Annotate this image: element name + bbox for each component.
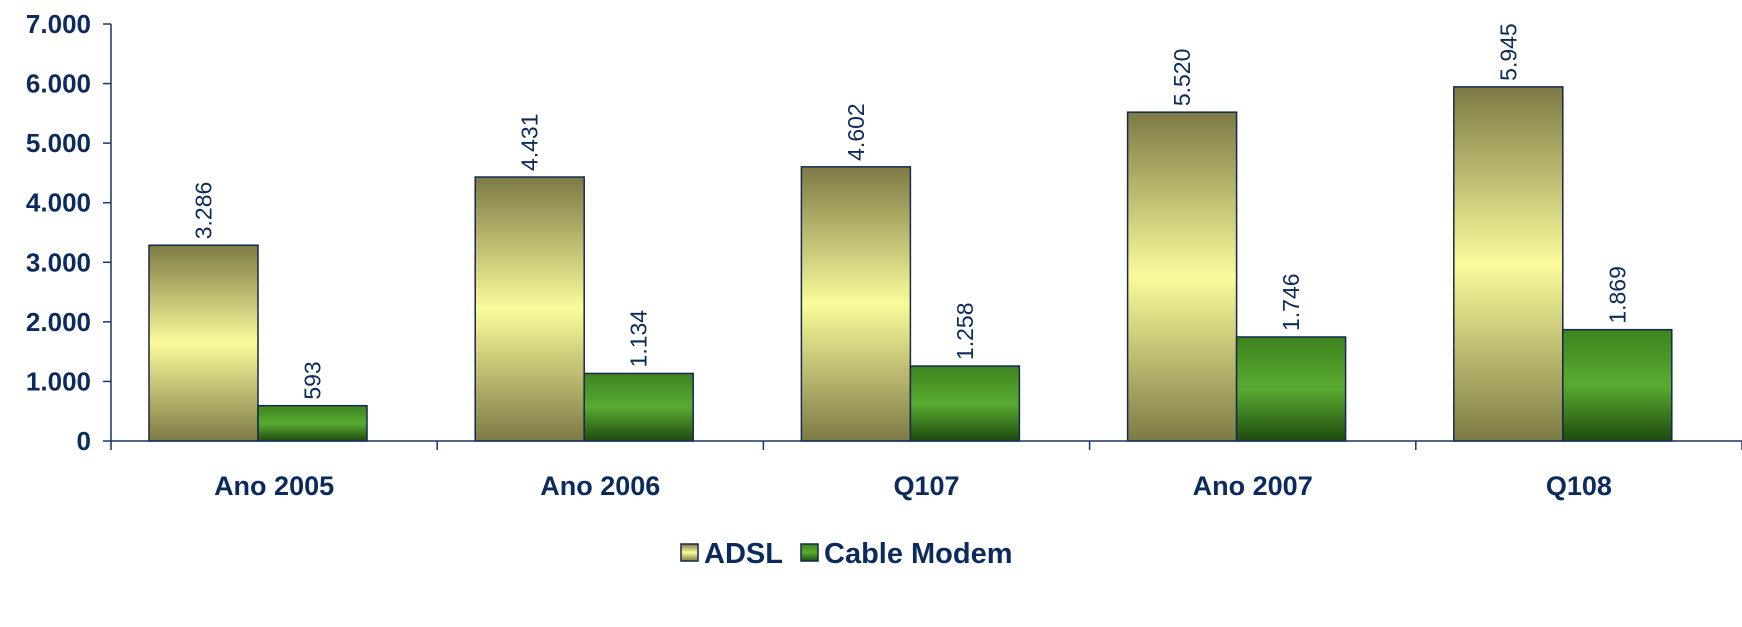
data-label: 3.286 <box>191 182 217 240</box>
y-tick-label: 0 <box>77 426 91 456</box>
y-axis: 0 1.000 2.000 3.000 4.000 5.000 6.000 7.000 <box>26 9 112 456</box>
y-tick-label: 5.000 <box>26 128 91 158</box>
bar-cable-modem <box>909 365 1021 442</box>
x-tick-label: Ano 2006 <box>540 471 660 501</box>
x-axis: Ano 2005 Ano 2006 Q107 Ano 2007 Q108 <box>110 440 1742 501</box>
data-label: 1.258 <box>952 302 978 360</box>
data-label: 1.746 <box>1278 273 1304 331</box>
data-label: 5.520 <box>1169 49 1195 107</box>
data-label: 1.134 <box>626 310 652 368</box>
bar-cable-modem <box>1235 336 1347 442</box>
bar-adsl <box>474 176 585 442</box>
data-label: 5.945 <box>1495 23 1521 81</box>
legend-label: ADSL <box>704 538 783 570</box>
bar-adsl <box>148 244 259 442</box>
bar-adsl <box>800 166 912 442</box>
y-tick-label: 2.000 <box>26 307 91 337</box>
y-tick-label: 1.000 <box>26 366 91 396</box>
data-label: 593 <box>300 361 326 399</box>
legend-swatch-adsl <box>680 543 699 562</box>
bars: 3.286 593 4.431 1.134 4.602 1.258 5.520 1.746 5.… <box>148 23 1673 442</box>
data-label: 1.869 <box>1604 266 1630 324</box>
bar-cable-modem <box>257 404 368 442</box>
legend-swatch-cable-modem <box>800 543 819 562</box>
x-tick-label: Q108 <box>1546 471 1612 501</box>
bar-cable-modem <box>1562 328 1673 442</box>
x-tick-label: Q107 <box>893 471 959 501</box>
bar-adsl <box>1126 111 1238 442</box>
bar-cable-modem <box>583 372 694 442</box>
x-tick-label: Ano 2007 <box>1193 471 1313 501</box>
data-label: 4.431 <box>517 113 543 171</box>
legend: ADSL Cable Modem <box>680 538 1013 570</box>
data-label: 4.602 <box>843 103 869 161</box>
y-tick-label: 3.000 <box>26 247 91 277</box>
x-tick-label: Ano 2005 <box>214 471 334 501</box>
bar-adsl <box>1453 86 1564 442</box>
y-tick-label: 6.000 <box>26 69 91 99</box>
y-tick-label: 7.000 <box>26 9 91 39</box>
legend-label: Cable Modem <box>824 538 1013 570</box>
y-tick-label: 4.000 <box>26 188 91 218</box>
